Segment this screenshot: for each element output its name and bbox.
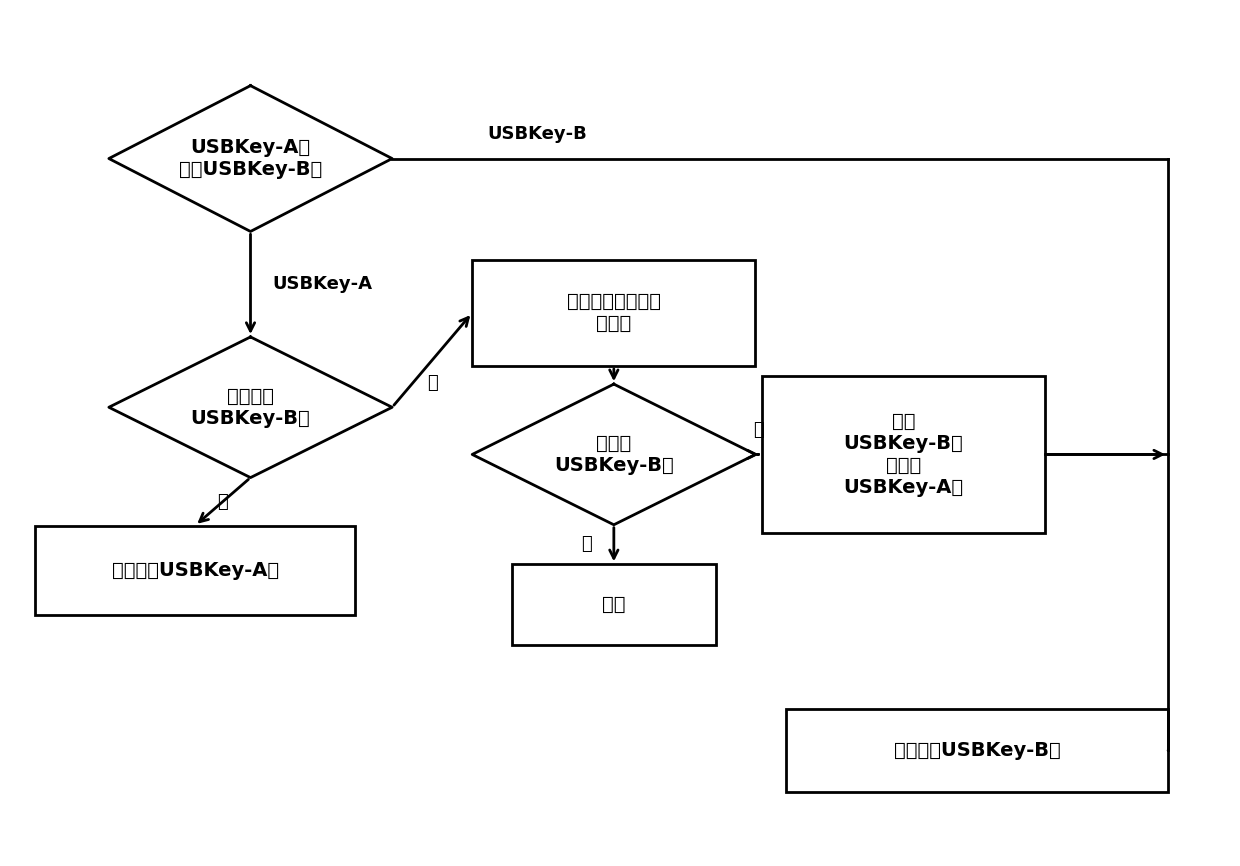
Text: 是否插入
USBKey-B盘: 是否插入 USBKey-B盘 [191,387,310,428]
Text: 挂起: 挂起 [603,595,626,614]
Text: 是否为
USBKey-B盘: 是否为 USBKey-B盘 [554,434,673,475]
Text: 是: 是 [753,421,764,439]
Text: 正常使用USBKey-A盘: 正常使用USBKey-A盘 [112,560,279,579]
Text: USBKey-A盘
还是USBKey-B盘: USBKey-A盘 还是USBKey-B盘 [179,138,322,179]
Text: 否: 否 [580,535,591,553]
Text: 读取权威标识和属
性信息: 读取权威标识和属 性信息 [567,293,661,333]
Text: USBKey-B: USBKey-B [487,125,587,143]
Text: USBKey-A: USBKey-A [273,275,373,294]
Text: 否: 否 [217,493,228,511]
Bar [786,709,1168,792]
Bar [472,260,755,366]
Text: 正常使用USBKey-B盘: 正常使用USBKey-B盘 [894,740,1060,759]
Bar [761,376,1045,533]
Bar [512,565,715,645]
Text: 是: 是 [427,374,438,391]
Text: 配置
USBKey-B盘
并注销
USBKey-A盘: 配置 USBKey-B盘 并注销 USBKey-A盘 [843,412,963,497]
Bar [35,526,355,615]
